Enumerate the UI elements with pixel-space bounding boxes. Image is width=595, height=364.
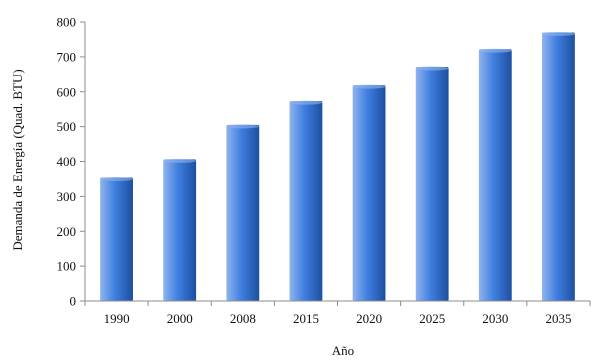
y-tick-label: 600	[57, 84, 77, 99]
y-tick-label: 800	[57, 15, 77, 30]
bar-2000	[163, 159, 197, 301]
bar-top-highlight	[226, 124, 260, 129]
y-tick-label: 300	[57, 189, 77, 204]
labels-layer: 0 100 200 300 400 500 600 700 800 1990 2000 2008 201…	[57, 15, 572, 327]
bar-2020	[352, 85, 386, 301]
bar-top-highlight	[163, 158, 197, 163]
y-tick-label: 100	[57, 259, 77, 274]
bars-layer	[100, 31, 575, 302]
y-tick-label: 500	[57, 119, 77, 134]
y-tick-label: 0	[70, 294, 77, 309]
y-axis-title: Demanda de Energía (Quad. BTU)	[10, 69, 25, 250]
bar-top-highlight	[100, 177, 133, 182]
bar-top-highlight	[415, 66, 449, 71]
x-tick-label: 2008	[230, 311, 256, 326]
bar-top-highlight	[542, 31, 575, 36]
y-tick-label: 200	[57, 224, 77, 239]
x-tick-label: 1990	[104, 311, 130, 326]
bar-2015	[289, 101, 323, 301]
x-tick-label: 2015	[293, 311, 319, 326]
bar-2008	[226, 124, 260, 301]
y-tick-label: 700	[57, 49, 77, 64]
bar-top-highlight	[352, 84, 386, 89]
bar-1990	[100, 177, 133, 301]
x-axis-title: Año	[332, 343, 354, 358]
x-tick-label: 2030	[482, 311, 508, 326]
x-tick-label: 2035	[545, 311, 571, 326]
x-tick-label: 2020	[356, 311, 382, 326]
bar-2035	[542, 32, 575, 302]
y-tick-label: 400	[57, 154, 77, 169]
bar-top-highlight	[478, 48, 512, 53]
axes-layer	[80, 21, 591, 306]
bar-top-highlight	[289, 100, 323, 105]
x-tick-label: 2025	[419, 311, 445, 326]
bar-2030	[478, 49, 512, 301]
bar-2025	[415, 66, 449, 302]
x-tick-label: 2000	[167, 311, 193, 326]
